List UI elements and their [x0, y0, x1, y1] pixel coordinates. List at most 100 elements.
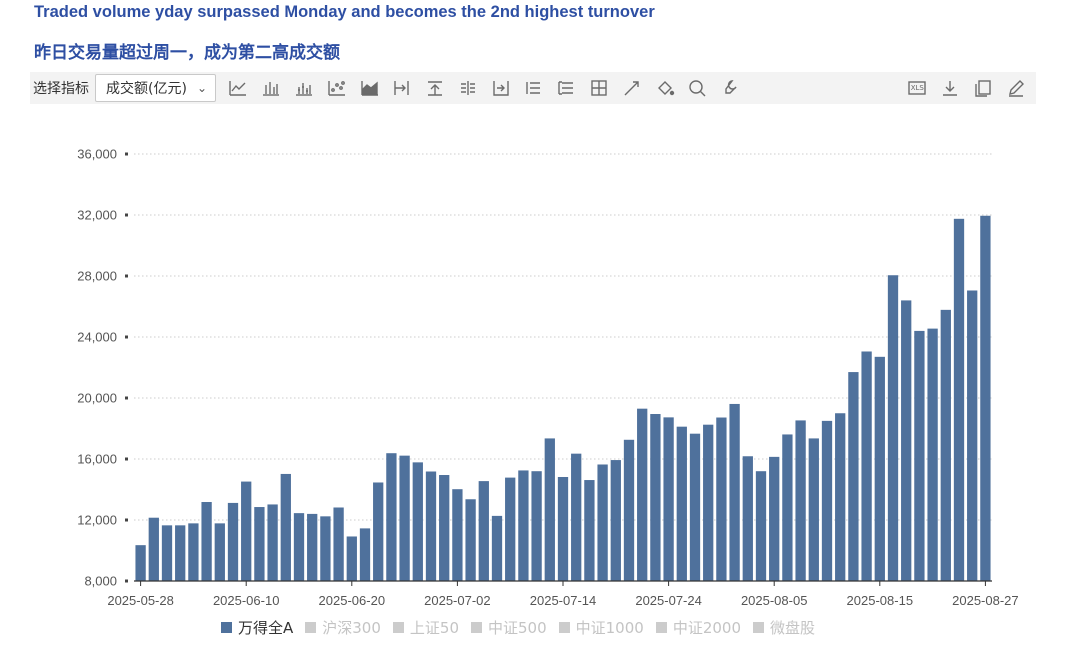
area-chart-icon[interactable] — [359, 77, 381, 99]
bar — [676, 426, 687, 581]
bar — [637, 408, 648, 581]
bar — [452, 489, 463, 581]
bar — [478, 481, 489, 581]
bar — [161, 525, 173, 581]
bar — [782, 434, 793, 581]
bar-chart: 8,000 12,000 16,000 20,000 24,000 28,000 32,00… — [77, 147, 1019, 609]
copy-icon[interactable] — [972, 77, 994, 99]
list-align-icon[interactable] — [457, 77, 479, 99]
legend-label: 中证2000 — [672, 619, 742, 637]
zoom-icon[interactable] — [686, 77, 708, 99]
bar — [201, 502, 212, 581]
bar — [848, 372, 859, 581]
arrow-right-bar-icon[interactable] — [391, 77, 413, 99]
chart-title-chinese: 昨日交易量超过周一，成为第二高成交额 — [34, 43, 340, 63]
bar — [399, 455, 410, 581]
y-tick-label: 16,000 — [77, 452, 117, 467]
bar — [623, 439, 635, 581]
bar — [531, 471, 542, 581]
wrench-icon[interactable] — [719, 77, 741, 99]
legend-label: 中证500 — [488, 619, 547, 637]
y-tick-mark — [125, 213, 128, 217]
y-tick-label: 20,000 — [77, 391, 117, 406]
list-icon[interactable] — [522, 77, 544, 99]
x-tick-label: 2025-08-05 — [741, 593, 808, 608]
bar — [135, 545, 146, 581]
bar — [386, 453, 397, 581]
y-tick-mark — [125, 152, 128, 156]
x-tick-label: 2025-05-28 — [107, 593, 174, 608]
y-tick-label: 8,000 — [84, 574, 117, 589]
export-xls-icon[interactable]: XLS — [906, 77, 928, 99]
xls-label: XLS — [910, 84, 924, 92]
download-icon[interactable] — [939, 77, 961, 99]
bar — [425, 471, 437, 581]
y-tick-mark — [125, 335, 128, 339]
bar — [571, 453, 582, 581]
fill-bucket-icon[interactable] — [654, 77, 676, 99]
legend-item[interactable]: 万得全A — [221, 617, 293, 638]
legend-item[interactable]: 中证1000 — [558, 617, 644, 638]
bar — [689, 433, 701, 581]
legend-swatch — [753, 622, 765, 633]
edit-icon[interactable] — [1005, 77, 1027, 99]
bar — [254, 507, 265, 581]
table-list-icon[interactable] — [555, 77, 577, 99]
x-tick-label: 2025-07-24 — [635, 593, 702, 608]
bar — [663, 417, 674, 581]
x-tick-label: 2025-08-15 — [847, 593, 914, 608]
bar — [953, 218, 965, 581]
chart-toolbar: 选择指标 成交额(亿元) ⌄ XLS — [30, 72, 1036, 104]
bar-chart-icon[interactable] — [260, 77, 282, 99]
indicator-select[interactable]: 成交额(亿元) ⌄ — [95, 74, 216, 102]
arrow-into-icon[interactable] — [490, 77, 512, 99]
y-tick-label: 12,000 — [77, 513, 117, 528]
legend-item[interactable]: 微盘股 — [753, 617, 815, 638]
bar — [293, 513, 305, 581]
bar — [241, 481, 252, 581]
y-tick-mark — [125, 579, 128, 583]
legend-item[interactable]: 中证500 — [471, 617, 547, 638]
bar — [927, 328, 938, 581]
bar — [518, 470, 529, 581]
bar — [914, 330, 925, 581]
legend-item[interactable]: 上证50 — [392, 617, 459, 638]
y-tick-mark — [125, 518, 128, 522]
bar — [557, 476, 569, 581]
indicator-label: 选择指标 — [33, 81, 89, 97]
legend-item[interactable]: 中证2000 — [655, 617, 742, 638]
trend-icon[interactable] — [621, 77, 643, 99]
bar — [175, 525, 186, 581]
bar — [650, 414, 661, 581]
bar — [940, 309, 951, 581]
y-tick-label: 32,000 — [77, 208, 117, 223]
bar — [227, 502, 239, 581]
bar — [280, 473, 291, 581]
x-tick-label: 2025-08-27 — [952, 593, 1019, 608]
upload-icon[interactable] — [424, 77, 446, 99]
stacked-bar-icon[interactable] — [293, 77, 315, 99]
bar — [359, 528, 371, 581]
bar — [835, 413, 846, 581]
bar — [742, 456, 753, 581]
chart-area: 8,000 12,000 16,000 20,000 24,000 28,000 32,00… — [0, 104, 1080, 648]
legend-item[interactable]: 沪深300 — [305, 617, 381, 638]
bar — [307, 513, 318, 581]
y-tick-mark — [125, 274, 128, 278]
scatter-icon[interactable] — [326, 77, 348, 99]
bar — [821, 420, 833, 581]
bar — [861, 351, 872, 581]
bar — [214, 523, 225, 581]
legend-swatch — [221, 622, 232, 633]
legend-swatch — [392, 622, 404, 633]
bar — [980, 215, 991, 581]
y-tick-label: 28,000 — [77, 269, 117, 284]
chart-title-english: Traded volume yday surpassed Monday and … — [34, 3, 655, 21]
bar — [333, 507, 344, 581]
legend-swatch — [655, 622, 667, 633]
grid-icon[interactable] — [588, 77, 610, 99]
bar — [412, 462, 423, 581]
bar — [346, 536, 357, 581]
bar — [148, 517, 159, 581]
line-chart-icon[interactable] — [227, 77, 249, 99]
